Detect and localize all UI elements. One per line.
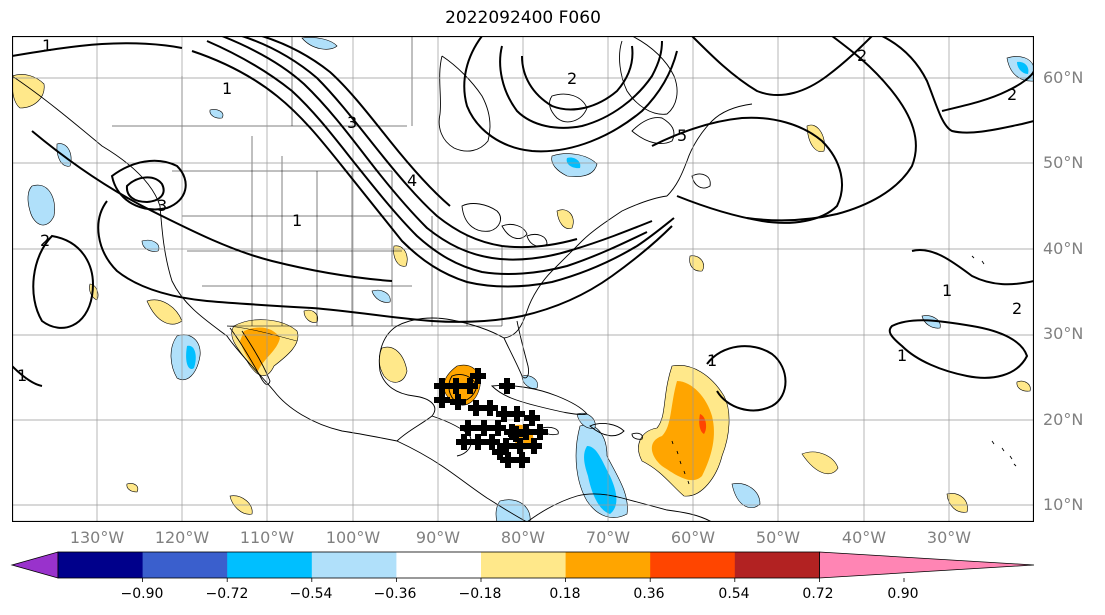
contour-label: 2	[1012, 299, 1022, 318]
colorbar-tick-label: 0.36	[633, 586, 665, 602]
lat-label: 20°N	[1043, 410, 1084, 429]
contour-label: 2	[40, 231, 50, 250]
storm-marker	[500, 452, 516, 468]
storm-marker	[509, 406, 525, 422]
storm-marker	[518, 424, 534, 440]
contour-label: 2	[567, 69, 577, 88]
colorbar-cell	[650, 552, 736, 578]
storm-marker	[526, 438, 542, 454]
colorbar-cell	[396, 552, 482, 578]
storm-marker	[462, 378, 478, 394]
storm-marker	[490, 420, 506, 436]
lon-label: 60°W	[670, 528, 716, 547]
colorbar-cell	[565, 552, 651, 578]
storm-marker	[448, 378, 464, 394]
map-title: 2022092400 F060	[445, 8, 601, 28]
storm-marker	[434, 392, 450, 408]
colorbar-cell	[58, 552, 144, 578]
storm-marker	[482, 400, 498, 416]
coastlines-and-borders	[12, 36, 1017, 522]
storm-marker	[496, 406, 512, 422]
contour-label: 3	[157, 196, 167, 215]
contour-label: 1	[292, 211, 302, 230]
colorbar-extend-low	[10, 551, 59, 579]
shaded-anomaly-fields	[12, 37, 1034, 522]
contour-label: 1	[897, 346, 907, 365]
contour-label: 2	[1007, 85, 1017, 104]
lat-label: 10°N	[1043, 495, 1084, 514]
lon-label: 80°W	[500, 528, 546, 547]
storm-marker	[470, 368, 486, 384]
storm-marker	[468, 400, 484, 416]
storm-marker	[470, 434, 486, 450]
storm-marker	[450, 394, 466, 410]
lon-label: 110°W	[239, 528, 295, 547]
contour-label: 1	[42, 36, 52, 55]
contour-lines	[12, 36, 1034, 412]
colorbar	[10, 551, 1035, 582]
storm-marker	[456, 434, 472, 450]
storm-marker	[514, 452, 530, 468]
lon-label: 130°W	[69, 528, 125, 547]
colorbar-cell	[481, 552, 567, 578]
colorbar-outline	[57, 551, 820, 579]
lon-label: 50°W	[755, 528, 801, 547]
storm-marker	[512, 438, 528, 454]
storm-marker	[460, 420, 476, 436]
colorbar-extend-high	[819, 551, 1035, 579]
lon-label: 120°W	[154, 528, 210, 547]
colorbar-tick-label: −0.36	[373, 586, 417, 602]
colorbar-tick-label: −0.54	[289, 586, 333, 602]
storm-marker	[532, 424, 548, 440]
lat-label: 40°N	[1043, 239, 1084, 258]
colorbar-cell	[734, 552, 820, 578]
lon-label: 70°W	[585, 528, 631, 547]
storm-marker-group	[434, 368, 548, 468]
colorbar-tick-label: −0.72	[205, 586, 249, 602]
contour-label: 1	[707, 351, 717, 370]
map-panel: 1 1 1 2 2 2 2 2 3 4 5 1 1 1 3 1	[12, 36, 1034, 522]
storm-marker	[499, 378, 515, 394]
lon-label: 30°W	[926, 528, 972, 547]
storm-marker	[508, 426, 524, 442]
contour-label-group: 1 1 1 2 2 2 2 2 3 4 5 1 1 1 3 1	[17, 36, 1022, 385]
contour-label: 1	[17, 366, 27, 385]
contour-label: 3	[347, 113, 357, 132]
colorbar-cell	[227, 552, 313, 578]
contour-label: 1	[942, 281, 952, 300]
lat-label: 60°N	[1043, 68, 1084, 87]
storm-marker	[498, 438, 514, 454]
storm-marker	[484, 434, 500, 450]
colorbar-tick-label: −0.90	[120, 586, 164, 602]
colorbar-cell	[142, 552, 228, 578]
lon-label: 100°W	[325, 528, 381, 547]
lat-label: 50°N	[1043, 153, 1084, 172]
lat-label: 30°N	[1043, 324, 1084, 343]
storm-marker	[476, 420, 492, 436]
contour-label: 5	[677, 126, 687, 145]
contour-label: 2	[857, 46, 867, 65]
contour-label: 4	[407, 171, 417, 190]
colorbar-tick-label: −0.18	[458, 586, 502, 602]
colorbar-tick-label: 0.18	[549, 586, 581, 602]
map-frame	[12, 36, 1034, 522]
contour-label: 1	[222, 79, 232, 98]
storm-marker	[524, 410, 540, 426]
lon-label: 40°W	[841, 528, 887, 547]
colorbar-tick-label: 0.90	[887, 586, 919, 602]
colorbar-tick-label: 0.72	[802, 586, 834, 602]
colorbar-cell	[311, 552, 397, 578]
storm-marker	[492, 444, 508, 460]
lon-label: 90°W	[415, 528, 461, 547]
colorbar-tick-label: 0.54	[718, 586, 750, 602]
storm-marker	[434, 378, 450, 394]
